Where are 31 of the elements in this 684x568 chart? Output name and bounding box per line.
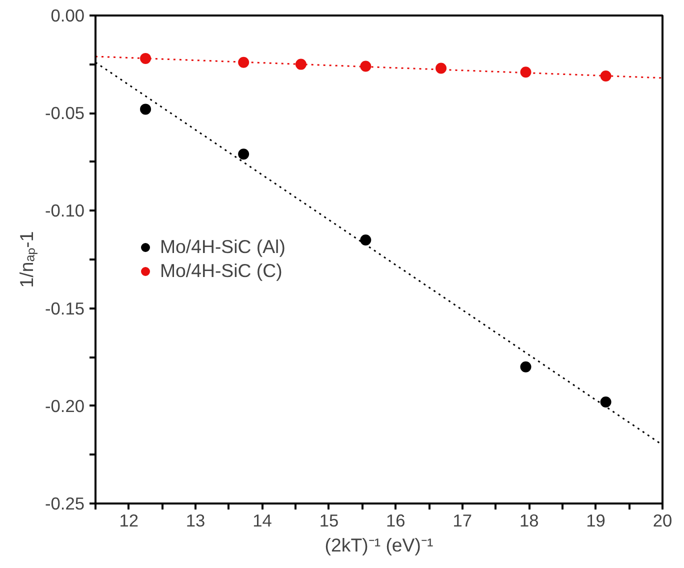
x-tick-label: 18 <box>519 510 539 530</box>
y-tick-label: -0.05 <box>45 103 85 124</box>
y-tick-label: -0.10 <box>45 200 85 221</box>
x-tick-label: 17 <box>452 510 472 530</box>
x-tick-label: 13 <box>186 510 206 530</box>
y-tick-label: -0.15 <box>45 298 85 318</box>
point <box>600 70 612 82</box>
point <box>600 396 612 408</box>
point <box>436 62 447 74</box>
point <box>295 58 306 70</box>
y-tick-label: 0.00 <box>50 6 85 26</box>
point <box>520 66 532 78</box>
y-tick-label: -0.25 <box>45 494 85 514</box>
x-tick-label: 19 <box>586 510 606 530</box>
y-tick-label: -0.20 <box>45 396 85 416</box>
x-tick-label: 16 <box>386 510 406 530</box>
x-tick-label: 15 <box>319 510 339 530</box>
point <box>140 52 152 64</box>
point <box>238 148 250 160</box>
point <box>520 361 532 372</box>
x-tick-label: 20 <box>652 510 672 530</box>
point <box>238 56 250 68</box>
point <box>140 104 152 115</box>
x-axis-title: (2kT)⁻¹ (eV)⁻¹ <box>324 534 434 556</box>
legend-label: Mo/4H-SiC (C) <box>160 260 282 282</box>
legend-label: Mo/4H-SiC (Al) <box>160 236 286 258</box>
x-tick-label: 14 <box>252 510 272 530</box>
x-tick-label: 12 <box>119 510 138 530</box>
y-axis-title: 1/nₐₚ-1 <box>16 231 38 288</box>
point <box>360 234 372 246</box>
point <box>360 60 372 72</box>
